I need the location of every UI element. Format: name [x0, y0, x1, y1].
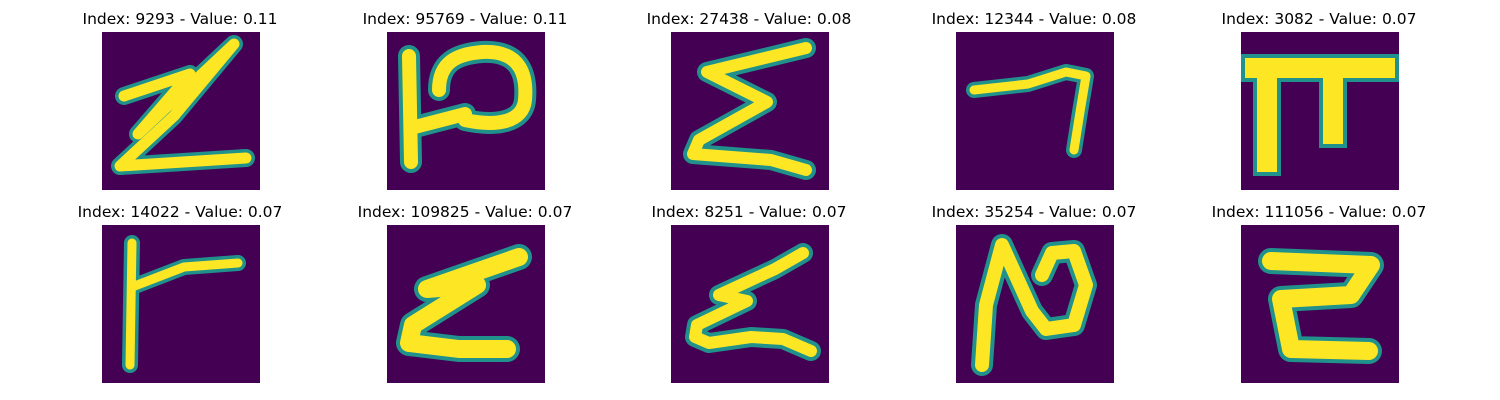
- p-like-glyph-image: [387, 32, 545, 190]
- panel-title: Index: 12344 - Value: 0.08: [931, 10, 1137, 28]
- f-like-glyph-image: [102, 225, 260, 383]
- panel-title: Index: 35254 - Value: 0.07: [931, 203, 1137, 221]
- panel-title: Index: 3082 - Value: 0.07: [1221, 10, 1417, 28]
- n-loop-glyph-image: [956, 225, 1114, 383]
- panel-title: Index: 111056 - Value: 0.07: [1211, 203, 1427, 221]
- panel-title: Index: 9293 - Value: 0.11: [82, 10, 278, 28]
- z-loop-glyph-image: [671, 225, 829, 383]
- panel-title: Index: 95769 - Value: 0.11: [362, 10, 568, 28]
- zigzag-z-glyph-image: [102, 32, 260, 190]
- z-slanted-glyph-image: [387, 225, 545, 383]
- sigma-glyph-image: [671, 32, 829, 190]
- panel-title: Index: 8251 - Value: 0.07: [651, 203, 847, 221]
- seven-like-glyph-image: [956, 32, 1114, 190]
- pi-glyph-image: [1241, 32, 1399, 190]
- z-boxy-glyph-image: [1241, 225, 1399, 383]
- panel-title: Index: 109825 - Value: 0.07: [357, 203, 573, 221]
- panel-title: Index: 27438 - Value: 0.08: [646, 10, 852, 28]
- panel-title: Index: 14022 - Value: 0.07: [77, 203, 283, 221]
